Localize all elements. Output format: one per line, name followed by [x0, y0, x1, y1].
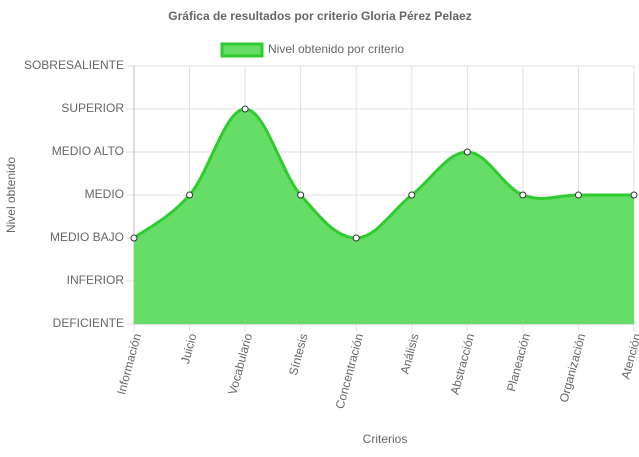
point [519, 191, 527, 199]
line [133, 107, 634, 240]
area [134, 109, 634, 324]
y-tick-label: DEFICIENTE [53, 316, 124, 330]
point [574, 191, 582, 199]
x-tick-label: Organización [557, 332, 589, 404]
y-tick-label: SOBRESALIENTE [24, 58, 124, 72]
x-tick-label: Información [114, 332, 144, 396]
point [630, 191, 638, 199]
x-tick-label: Juicio [178, 332, 200, 366]
point [352, 234, 360, 242]
x-tick-label: Abstracción [448, 332, 478, 396]
point [130, 234, 138, 242]
x-tick-label: Vocabulario [225, 332, 255, 397]
x-tick-label: Concentración [333, 332, 367, 410]
chart-title: Gráfica de resultados por criterio Glori… [168, 9, 471, 23]
point [241, 105, 249, 113]
point [186, 191, 194, 199]
y-tick-label: SUPERIOR [61, 101, 124, 115]
point [408, 191, 416, 199]
y-tick-label: MEDIO ALTO [52, 144, 124, 158]
x-tick-label: Síntesis [286, 332, 311, 377]
y-tick-label: INFERIOR [67, 273, 125, 287]
legend-swatch [220, 42, 264, 58]
x-tick-label: Análisis [398, 332, 422, 376]
y-tick-label: MEDIO BAJO [50, 230, 124, 244]
x-tick-label: Planeación [504, 332, 533, 393]
legend-label: Nivel obtenido por criterio [268, 42, 404, 56]
y-tick-label: MEDIO [85, 187, 124, 201]
x-tick-label: Atención [618, 332, 639, 381]
point [297, 191, 305, 199]
x-axis-title: Criterios [363, 432, 408, 446]
point [463, 148, 471, 156]
y-axis-title: Nivel obtenido [4, 157, 18, 233]
